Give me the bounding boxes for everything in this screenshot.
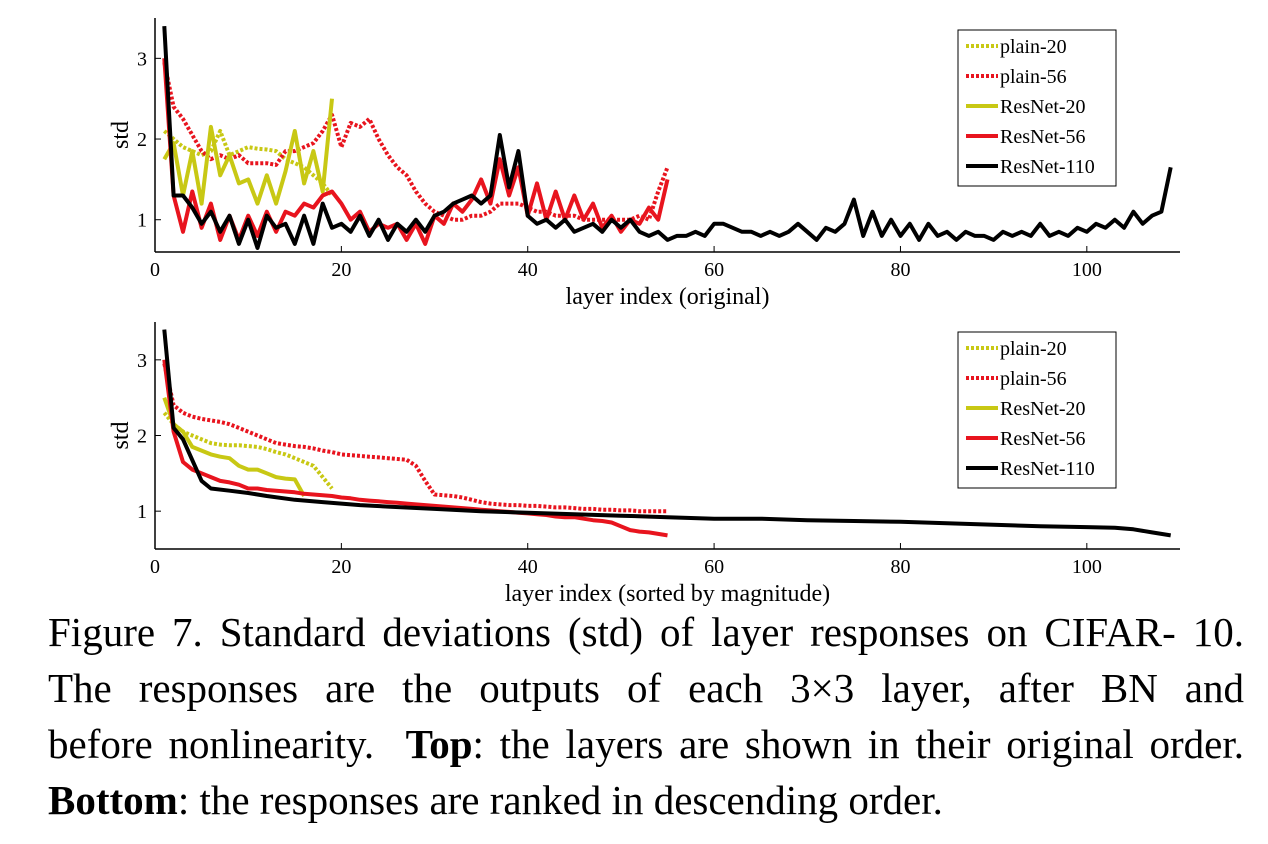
caption-line-4b: : the responses are ranked in descending… xyxy=(177,777,943,823)
y-tick-label: 3 xyxy=(137,350,147,372)
x-axis-label: layer index (original) xyxy=(566,284,770,310)
x-tick-label: 40 xyxy=(518,556,538,578)
caption-line-3b: : the layers are shown in their original xyxy=(472,721,1134,767)
legend-label-resnet-20: ResNet-20 xyxy=(1000,398,1086,420)
legend-label-plain-56: plain-56 xyxy=(1000,368,1067,390)
legend-label-resnet-56: ResNet-56 xyxy=(1000,428,1086,450)
series-line-plain-20 xyxy=(162,411,334,490)
caption-line-3a: before nonlinearity. xyxy=(48,721,406,767)
y-tick-label: 2 xyxy=(137,129,147,151)
x-tick-label: 80 xyxy=(890,259,910,281)
caption-line-2: 10. The responses are the outputs of eac… xyxy=(48,609,1245,711)
y-tick-label: 2 xyxy=(137,426,147,448)
bottom-plot: 0 20 40 60 80 100 1 2 3 layer index (sorted by ma… xyxy=(108,322,1180,607)
series-line-resnet-56 xyxy=(162,58,670,246)
legend-label-plain-20: plain-20 xyxy=(1000,338,1067,360)
x-tick-label: 20 xyxy=(331,259,351,281)
legend-label-resnet-110: ResNet-110 xyxy=(1000,156,1095,178)
caption-line-1: Figure 7. Standard deviations (std) of l… xyxy=(48,609,1176,655)
caption-line-4a: order. xyxy=(1149,721,1245,767)
series-line-plain-56 xyxy=(162,61,670,222)
x-tick-label: 100 xyxy=(1072,259,1102,281)
caption-bottom-bold: Bottom xyxy=(48,777,178,823)
x-tick-label: 0 xyxy=(150,556,160,578)
top-plot: 0 20 40 60 80 100 1 2 3 layer index (original) std… xyxy=(108,18,1180,310)
y-tick-label: 1 xyxy=(137,501,147,523)
series-line-resnet-20 xyxy=(162,98,334,206)
legend-label-plain-56: plain-56 xyxy=(1000,66,1067,88)
legend-label-resnet-56: ResNet-56 xyxy=(1000,126,1086,148)
x-tick-label: 60 xyxy=(704,556,724,578)
series-line-resnet-110 xyxy=(162,329,1172,538)
caption-top-bold: Top xyxy=(405,721,473,767)
y-tick-label: 1 xyxy=(137,210,147,232)
series-line-resnet-110 xyxy=(162,25,1173,250)
series-line-resnet-20 xyxy=(162,397,306,497)
y-axis-label: std xyxy=(108,121,134,149)
y-tick-label: 3 xyxy=(137,48,147,70)
x-axis-label: layer index (sorted by magnitude) xyxy=(505,581,830,607)
x-tick-label: 20 xyxy=(331,556,351,578)
legend-label-plain-20: plain-20 xyxy=(1000,36,1067,58)
x-tick-label: 40 xyxy=(518,259,538,281)
legend-label-resnet-20: ResNet-20 xyxy=(1000,96,1086,118)
figure-caption: Figure 7. Standard deviations (std) of l… xyxy=(48,604,1244,828)
series-line-plain-56 xyxy=(162,363,668,514)
x-tick-label: 100 xyxy=(1072,556,1102,578)
series-line-resnet-56 xyxy=(162,359,668,538)
y-axis-label: std xyxy=(108,421,134,449)
x-tick-label: 60 xyxy=(704,259,724,281)
x-tick-label: 0 xyxy=(150,259,160,281)
legend-label-resnet-110: ResNet-110 xyxy=(1000,458,1095,480)
x-tick-label: 80 xyxy=(890,556,910,578)
